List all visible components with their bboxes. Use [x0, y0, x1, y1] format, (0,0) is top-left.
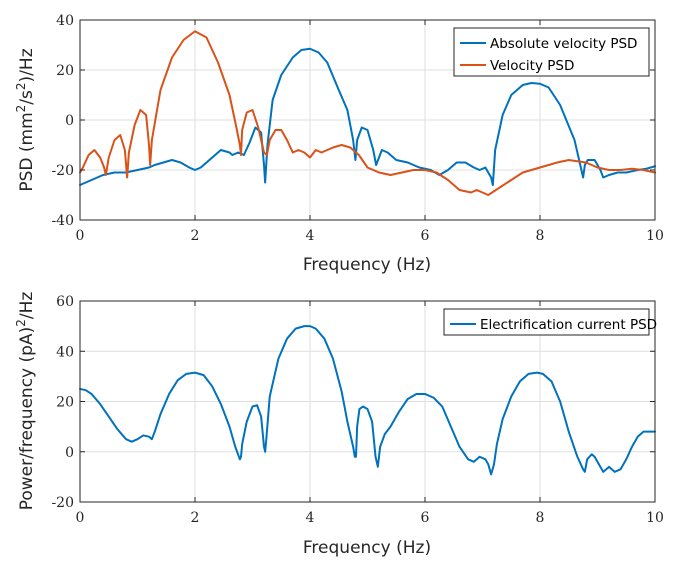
- y-tick-label: -40: [51, 213, 74, 229]
- series-group-bottom: [79, 325, 656, 476]
- y-tick-label: -20: [51, 495, 74, 511]
- y-tick-label: 20: [56, 395, 74, 411]
- x-tick-label: 6: [421, 228, 430, 244]
- x-axis-label-top: Frequency (Hz): [303, 255, 431, 275]
- legend-entry-label: Electrification current PSD: [480, 317, 657, 333]
- legend-box: [443, 308, 650, 336]
- x-tick-label: 8: [536, 510, 545, 526]
- x-tick-label: 6: [421, 510, 430, 526]
- x-tick-label: 0: [76, 228, 85, 244]
- series-line-velocity-psd: [79, 30, 656, 196]
- x-axis-label-bottom: Frequency (Hz): [303, 538, 431, 558]
- x-tick-label: 2: [191, 510, 200, 526]
- legend-bottom: Electrification current PSD: [443, 308, 657, 336]
- y-tick-label: 40: [56, 344, 74, 360]
- y-tick-label: 40: [56, 13, 74, 29]
- legend-top: Absolute velocity PSD Velocity PSD: [453, 27, 650, 77]
- y-axis-label-bottom: Power/frequency (pA)2/Hz: [14, 292, 37, 511]
- legend-entry-label: Absolute velocity PSD: [490, 36, 637, 52]
- x-tick-label: 4: [306, 228, 315, 244]
- x-tick-label: 2: [191, 228, 200, 244]
- x-tick-label: 10: [646, 510, 664, 526]
- ticks-top: 0 2 4 6 8 10 -40 -20 0 20 40: [51, 13, 663, 244]
- series-group-top: [79, 30, 656, 196]
- y-tick-label: 0: [65, 113, 74, 129]
- y-tick-label: 60: [56, 294, 74, 310]
- chart-top: 0 2 4 6 8 10 -40 -20 0 20 40 Frequency (Hz) PSD (m…: [14, 13, 664, 275]
- x-tick-label: 10: [646, 228, 664, 244]
- y-tick-label: 20: [56, 63, 74, 79]
- legend-entry-label: Velocity PSD: [490, 58, 574, 74]
- y-axis-label-top: PSD (mm2/s2)/Hz: [14, 48, 37, 191]
- series-line-electrification-current-psd: [79, 325, 656, 476]
- legend-box: [453, 27, 650, 77]
- y-tick-label: -20: [51, 163, 74, 179]
- series-line-absolute-velocity-psd: [79, 47, 656, 186]
- x-tick-label: 0: [76, 510, 85, 526]
- x-tick-label: 4: [306, 510, 315, 526]
- y-tick-label: 0: [65, 445, 74, 461]
- x-tick-label: 8: [536, 228, 545, 244]
